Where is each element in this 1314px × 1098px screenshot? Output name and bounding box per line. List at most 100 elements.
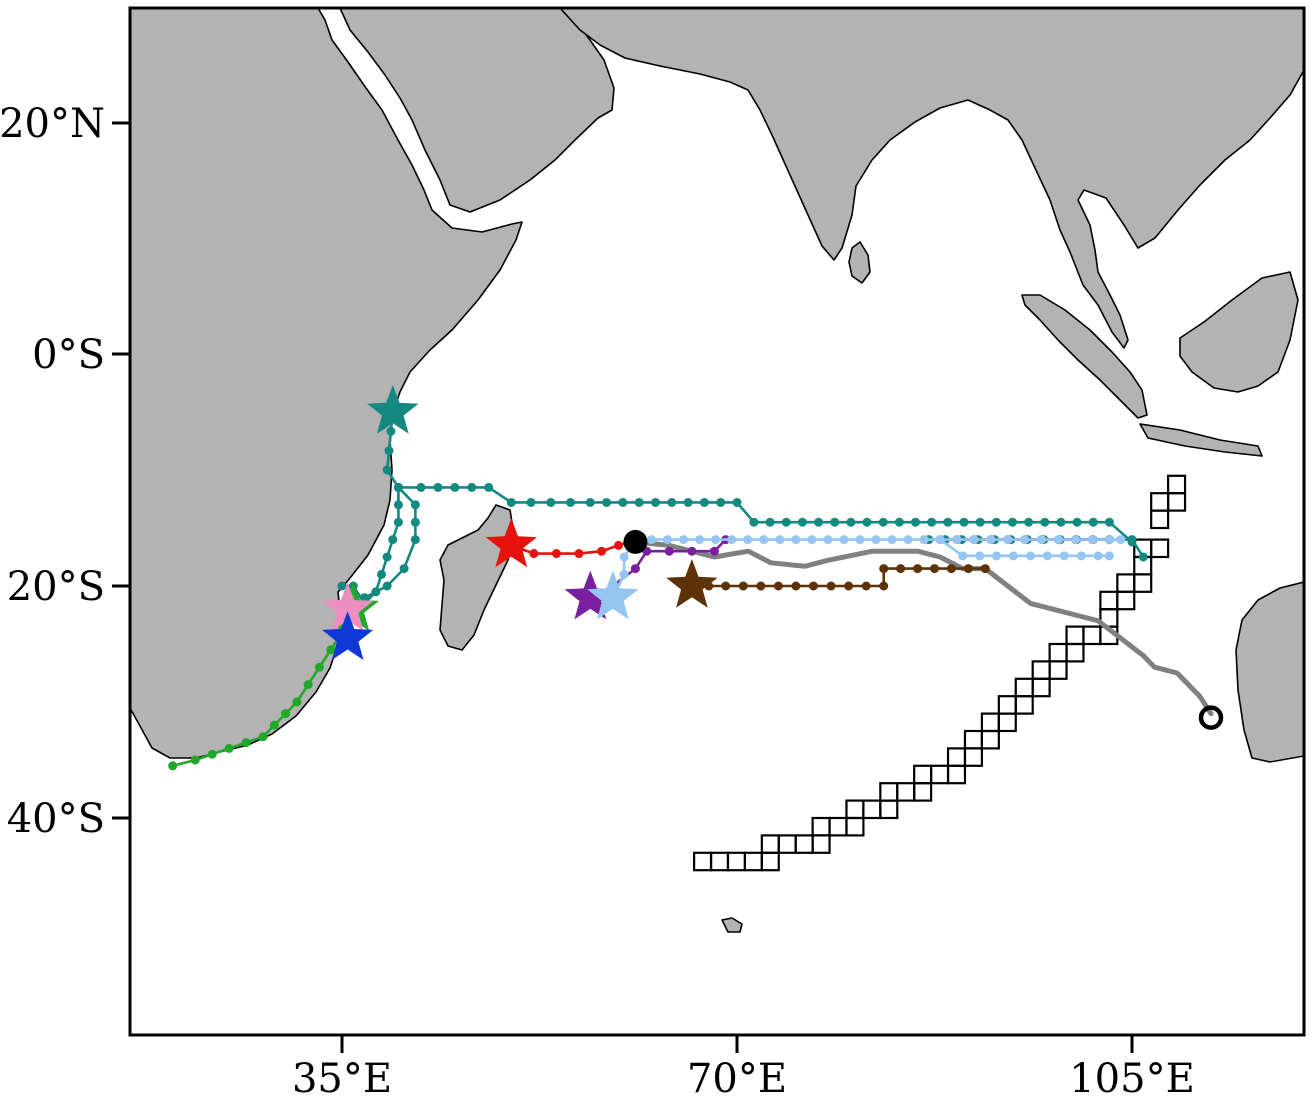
trajectory-point <box>823 535 833 545</box>
trajectory-point <box>721 581 731 591</box>
trajectory-point <box>781 517 791 527</box>
trajectory-point <box>861 581 871 591</box>
map-plot-area <box>130 8 1304 1035</box>
trajectory-point <box>241 738 251 748</box>
trajectory-point <box>602 497 612 507</box>
trajectory-point <box>878 517 888 527</box>
trajectory-point <box>896 564 906 574</box>
trajectory-point <box>808 581 818 591</box>
start-star-marker <box>587 570 639 620</box>
trajectory-point <box>826 581 836 591</box>
trajectory-point <box>727 535 737 545</box>
trajectory-point <box>911 517 921 527</box>
trajectory-point <box>646 535 656 545</box>
trajectory-point <box>551 549 561 559</box>
trajectory-point <box>574 549 584 559</box>
y-tick-label: 40°S <box>7 796 105 842</box>
y-tick-label: 20°S <box>7 564 105 610</box>
trajectory-point <box>930 564 939 574</box>
observed-track-layer <box>632 539 1214 717</box>
trajectory-point <box>952 535 962 545</box>
trajectory-point <box>386 426 396 436</box>
trajectory-point <box>1024 517 1034 527</box>
trajectory-point <box>699 497 709 507</box>
trajectory-point <box>1138 552 1148 562</box>
trajectory-point <box>807 535 817 545</box>
kerguelen-island <box>721 917 743 933</box>
trajectory-point <box>975 551 985 561</box>
trajectory-point <box>992 551 1002 561</box>
start-star-marker <box>322 611 374 660</box>
trajectory-point <box>695 535 705 545</box>
trajectory-point <box>749 517 759 527</box>
trajectory-point <box>716 497 726 507</box>
trajectory-point <box>894 517 904 527</box>
trajectory-point <box>382 581 392 591</box>
trajectory-point <box>969 535 979 545</box>
trajectory-point <box>619 569 629 579</box>
trajectory-point <box>410 500 420 510</box>
trajectory-point <box>943 517 953 527</box>
trajectory-point <box>326 645 336 655</box>
trajectory-point <box>887 535 897 545</box>
trajectory-point <box>797 517 807 527</box>
trajectory-point <box>1020 535 1030 545</box>
trajectory-point <box>775 535 785 545</box>
trajectory-point <box>946 564 956 574</box>
trajectory-point <box>959 517 969 527</box>
trajectory-point <box>410 517 420 527</box>
trajectory-point <box>963 564 973 574</box>
trajectory-point <box>687 546 697 556</box>
y-tick-label: 0°S <box>32 332 105 378</box>
asia-landmass <box>559 8 1304 349</box>
arabia-landmass <box>339 8 615 213</box>
trajectory-point <box>1042 551 1052 561</box>
trajectory-point <box>634 497 644 507</box>
trajectory-point <box>650 497 660 507</box>
trajectory-point <box>765 517 775 527</box>
trajectory-point <box>756 581 766 591</box>
x-tick-label: 105°E <box>1069 1056 1195 1098</box>
start-star-marker <box>564 570 616 620</box>
trajectory-point <box>667 497 677 507</box>
trajectory-point <box>1104 517 1114 527</box>
trajectory-point <box>1059 551 1069 561</box>
x-tick-label: 35°E <box>292 1056 392 1098</box>
trajectory-point <box>168 761 178 771</box>
trajectory-point <box>1003 535 1013 545</box>
trajectory-point <box>1076 551 1086 561</box>
trajectory-point <box>207 749 217 759</box>
java <box>1139 423 1263 457</box>
start-star-marker <box>666 559 718 608</box>
trajectory-point <box>711 535 721 545</box>
trajectory-point <box>269 720 279 730</box>
trajectory-point <box>382 552 392 562</box>
trajectory-point <box>1116 535 1126 545</box>
trajectory-point <box>337 581 347 591</box>
trajectory-point <box>846 517 856 527</box>
trajectory-point <box>903 535 913 545</box>
trajectory-point <box>1009 551 1018 561</box>
trajectory-point <box>1104 551 1114 561</box>
trajectory-point <box>679 535 689 545</box>
trajectory-point <box>597 546 607 556</box>
trajectory-point <box>683 497 693 507</box>
trajectory-point <box>614 540 623 550</box>
plot-frame <box>128 6 1306 1037</box>
trajectory-point <box>958 551 968 561</box>
trajectory-point <box>743 535 753 545</box>
trajectory-point <box>450 482 460 492</box>
trajectory-point <box>292 697 302 707</box>
trajectory-point <box>529 549 539 559</box>
trajectory-point <box>384 446 394 456</box>
trajectory-point <box>830 517 840 527</box>
trajectory-point <box>855 535 865 545</box>
trajectory-point <box>980 564 990 574</box>
trajectory-point <box>839 535 849 545</box>
trajectory-point <box>1025 551 1035 561</box>
trajectory-point <box>927 517 937 527</box>
x-axis: 35°E 70°E 105°E <box>292 1035 1195 1098</box>
trajectory-point <box>991 517 1001 527</box>
trajectory-point <box>1127 535 1137 545</box>
trajectory-point <box>281 709 291 719</box>
